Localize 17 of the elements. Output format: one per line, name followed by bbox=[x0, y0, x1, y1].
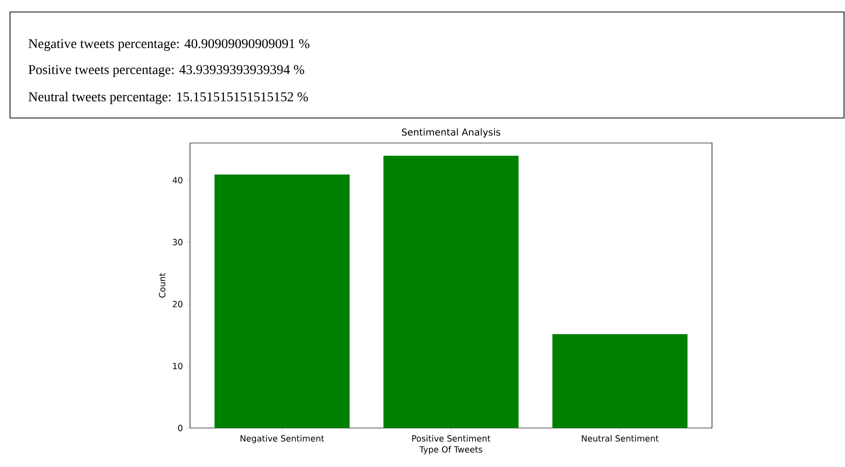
y-tick-label: 10 bbox=[173, 362, 182, 370]
bar bbox=[552, 334, 688, 428]
chart-title: Sentimental Analysis bbox=[402, 128, 500, 138]
text: Negative tweets percentage: 40.90909090909091 % bbox=[28, 39, 310, 51]
y-tick-label: 20 bbox=[172, 300, 182, 308]
x-tick-label: Neutral Sentiment bbox=[582, 435, 659, 442]
y-tick-label: 0 bbox=[178, 424, 182, 432]
text: Positive tweets percentage: 43.93939393939394 % bbox=[28, 65, 304, 77]
y-axis-title: Count bbox=[158, 273, 166, 298]
bar bbox=[383, 156, 519, 428]
x-axis-title: Type Of Tweets bbox=[419, 446, 482, 454]
y-tick-label: 40 bbox=[172, 176, 182, 184]
y-tick-label: 30 bbox=[172, 238, 182, 246]
text: Neutral tweets percentage: 15.151515151515152 % bbox=[28, 92, 308, 104]
bar bbox=[214, 174, 350, 428]
x-tick-label: Negative Sentiment bbox=[240, 435, 324, 444]
x-tick-label: Positive Sentiment bbox=[412, 435, 490, 442]
